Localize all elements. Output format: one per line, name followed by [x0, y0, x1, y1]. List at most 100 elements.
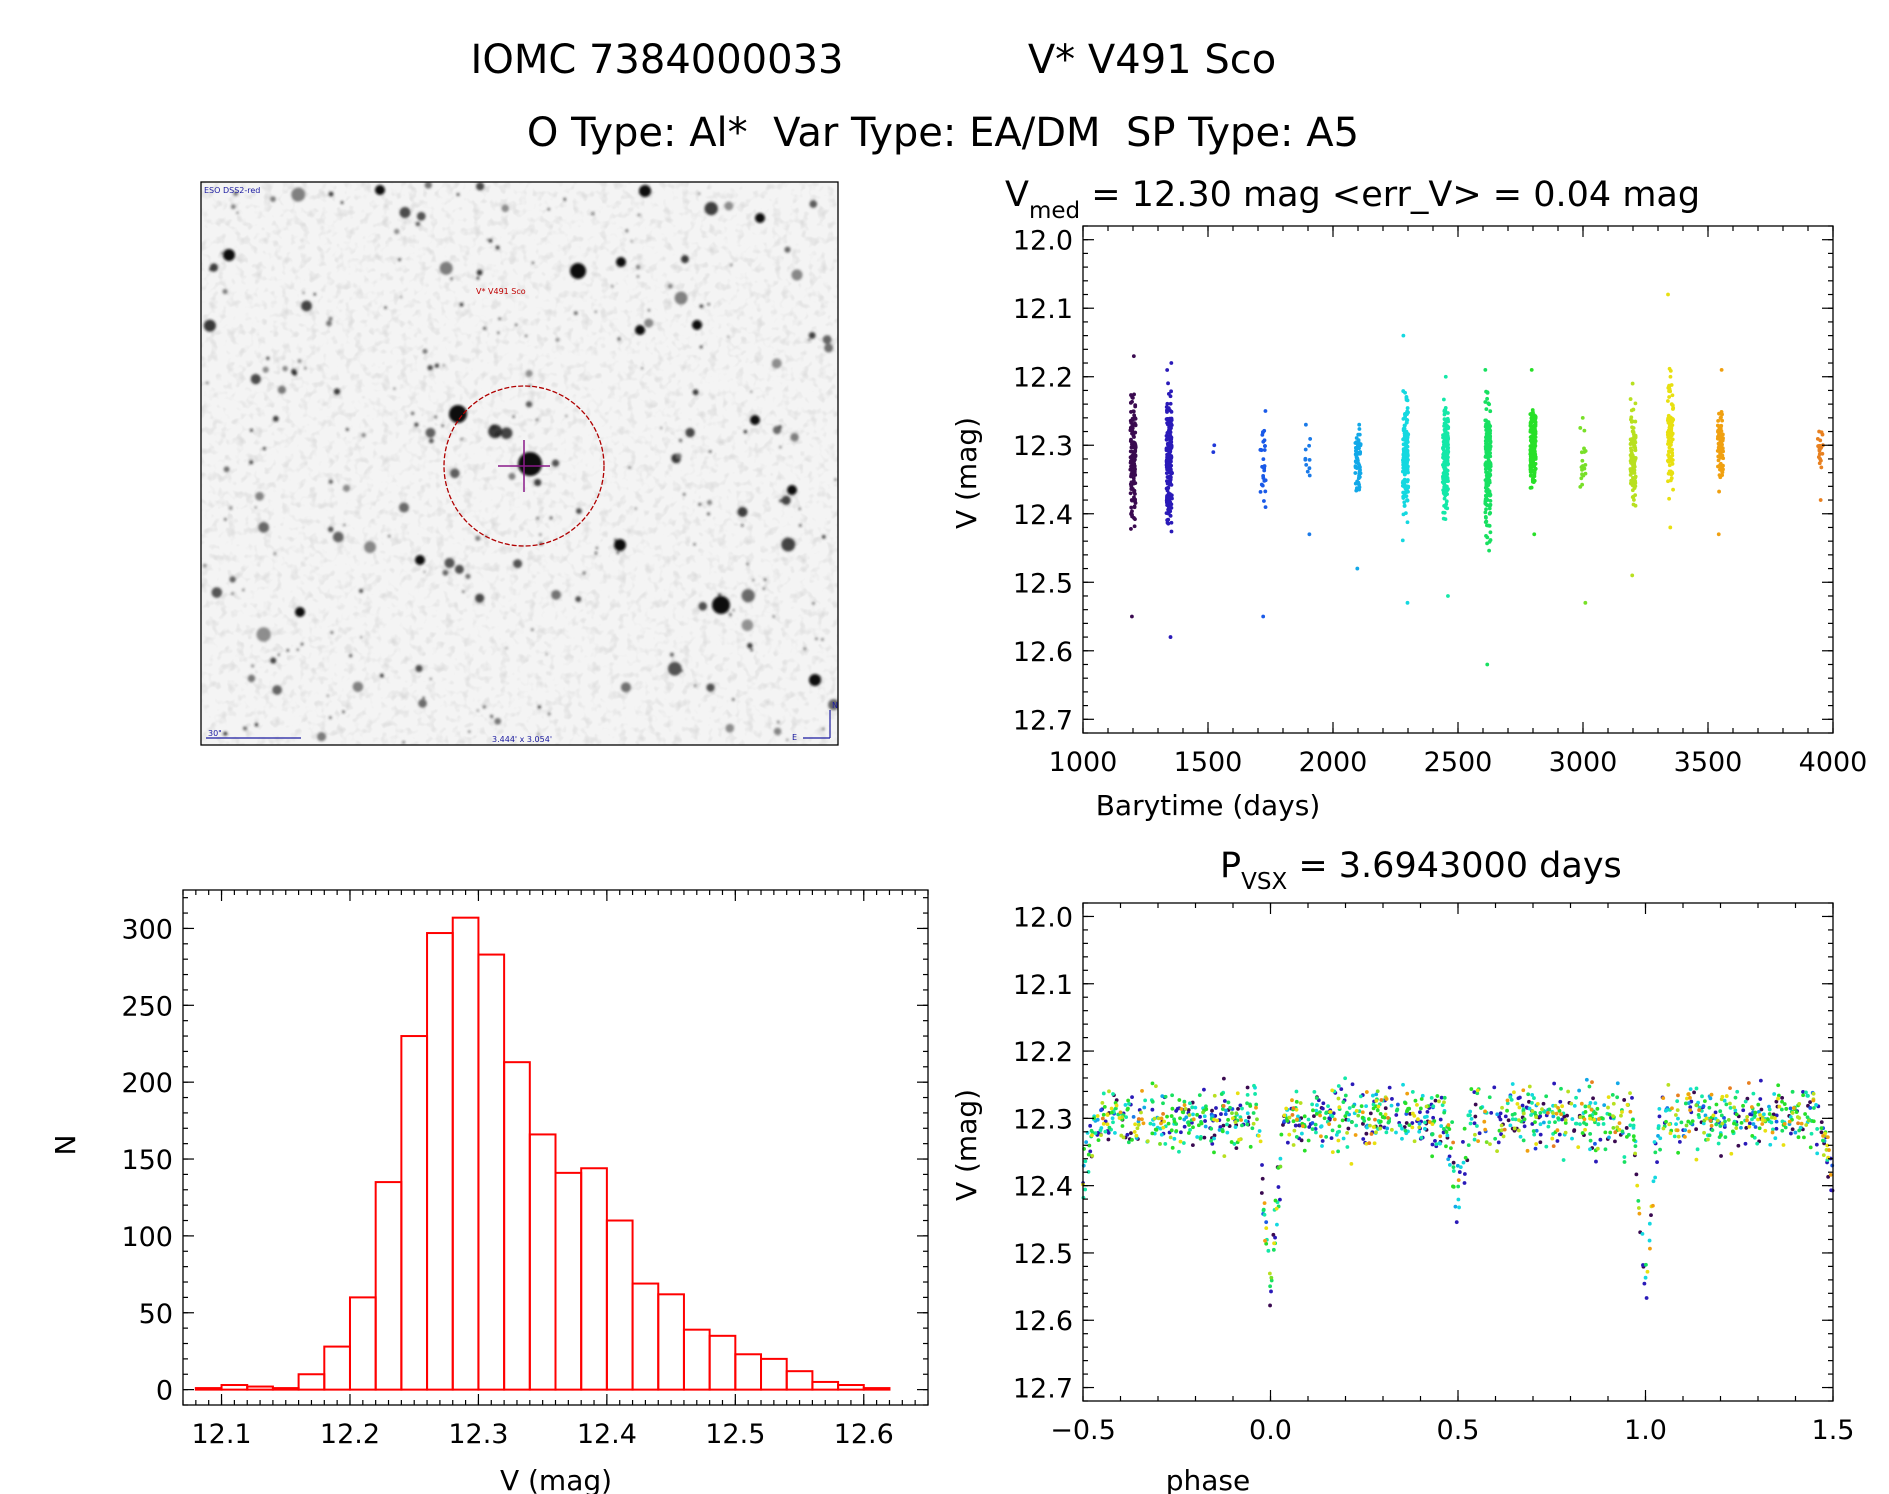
histogram-ylabel: N: [49, 1135, 82, 1156]
light-curve-point: [1441, 397, 1446, 402]
phased-curve-point: [1340, 1118, 1345, 1123]
phased-curve-point: [1168, 1135, 1173, 1140]
light-curve-point: [1532, 470, 1537, 475]
finder-star: [490, 714, 494, 718]
finder-star: [752, 578, 755, 582]
phased-curve-point: [1165, 1114, 1169, 1119]
light-curve-point: [1719, 367, 1724, 372]
finder-star: [228, 506, 233, 510]
finder-star: [456, 192, 460, 197]
light-curve-point: [1401, 437, 1406, 442]
finder-star: [494, 717, 502, 725]
phased-curve-point: [1516, 1128, 1521, 1133]
phased-curve-point: [1756, 1102, 1761, 1107]
phased-curve-point: [1553, 1120, 1557, 1124]
light-curve-point: [1483, 455, 1488, 459]
phased-curve-point: [1250, 1126, 1255, 1131]
light-curve-point: [1355, 446, 1359, 451]
y-tick-label: 250: [121, 991, 173, 1022]
finder-star: [525, 369, 533, 378]
x-tick-label: 12.2: [320, 1419, 380, 1450]
light-curve-point: [1485, 444, 1490, 449]
phased-curve-point: [1253, 1092, 1257, 1096]
phased-curve-point: [1522, 1117, 1527, 1122]
light-curve-point: [1488, 538, 1493, 542]
phased-curve-point: [1758, 1097, 1763, 1101]
light-curve-point: [1307, 473, 1312, 478]
light-curve-point: [1132, 430, 1137, 435]
phased-curve-point: [1133, 1122, 1138, 1127]
phased-curve-point: [1451, 1165, 1456, 1170]
finder-star: [282, 365, 288, 372]
histogram-bar: [374, 1181, 403, 1391]
light-curve-point: [1817, 452, 1822, 457]
phased-curve-point: [1090, 1133, 1094, 1138]
phased-curve-point: [1647, 1238, 1652, 1243]
phased-curve-point: [1776, 1083, 1781, 1088]
phased-curve-point: [1345, 1145, 1350, 1149]
phased-curve-point: [1790, 1111, 1795, 1115]
phased-curve-point: [1273, 1235, 1277, 1240]
histogram-bar: [708, 1334, 737, 1391]
finder-star: [475, 593, 485, 603]
light-curve-point: [1129, 498, 1134, 502]
phased-curve-point: [1337, 1124, 1342, 1129]
phased-curve-point: [1356, 1113, 1361, 1118]
phased-curve-point: [1475, 1088, 1480, 1093]
finder-star: [741, 619, 754, 632]
finder-star: [229, 576, 236, 583]
phased-curve-point: [1809, 1131, 1814, 1136]
light-curve-point: [1529, 438, 1533, 443]
light-curve-point: [1165, 416, 1170, 421]
light-curve-point: [1485, 488, 1490, 493]
phased-curve-point: [1541, 1101, 1546, 1106]
phased-curve-point: [1148, 1121, 1153, 1126]
phased-curve-point: [1508, 1095, 1513, 1099]
phased-curve-point: [1424, 1104, 1429, 1109]
phased-curve-point: [1518, 1134, 1523, 1139]
finder-star: [551, 589, 561, 600]
phased-curve-point: [1180, 1110, 1185, 1114]
phased-curve-point: [1797, 1102, 1802, 1106]
phased-curve-point: [1182, 1117, 1187, 1122]
light-curve-point: [1129, 527, 1133, 531]
phased-curve-point: [1159, 1121, 1163, 1126]
finder-star: [508, 472, 516, 480]
phased-curve-point: [1752, 1113, 1757, 1118]
phased-curve-point: [1268, 1284, 1273, 1289]
phased-curve-point: [1361, 1121, 1365, 1126]
finder-star: [231, 592, 234, 595]
phased-curve-point: [1166, 1121, 1171, 1126]
phased-curve-point: [1476, 1139, 1481, 1144]
light-curve-point: [1167, 481, 1171, 486]
phased-curve-point: [1174, 1109, 1179, 1113]
phased-curve-point: [1473, 1132, 1477, 1137]
light-curve-point: [1131, 476, 1136, 480]
finder-star: [332, 531, 344, 543]
finder-frame: [200, 181, 839, 746]
light-curve-point: [1128, 491, 1133, 496]
phased-curve-point: [1630, 1117, 1635, 1122]
light-curve-point: [1128, 418, 1133, 423]
light-curve-point: [1531, 415, 1536, 420]
phased-curve-point: [1709, 1092, 1714, 1097]
finder-star: [422, 348, 428, 354]
phased-curve-point: [1328, 1110, 1333, 1114]
y-tick-label: 12.1: [1013, 294, 1073, 325]
light-curve-point: [1307, 532, 1312, 537]
finder-star: [442, 363, 445, 367]
phased-curve-point: [1515, 1101, 1520, 1106]
phased-curve-point: [1153, 1127, 1158, 1132]
phased-curve-point: [1530, 1109, 1535, 1113]
finder-star: [384, 306, 387, 309]
phased-curve-point: [1645, 1269, 1650, 1274]
phased-curve-point: [1719, 1154, 1723, 1158]
y-tick-label: 50: [139, 1299, 173, 1330]
survey-label: ESO DSS2-red: [204, 186, 260, 195]
light-curve-point: [1165, 463, 1170, 467]
phased-curve-point: [1310, 1121, 1315, 1125]
phased-curve-point: [1819, 1120, 1824, 1125]
phased-curve-point: [1450, 1120, 1455, 1125]
light-curve-point: [1816, 444, 1821, 449]
phased-curve-point: [1496, 1140, 1501, 1145]
